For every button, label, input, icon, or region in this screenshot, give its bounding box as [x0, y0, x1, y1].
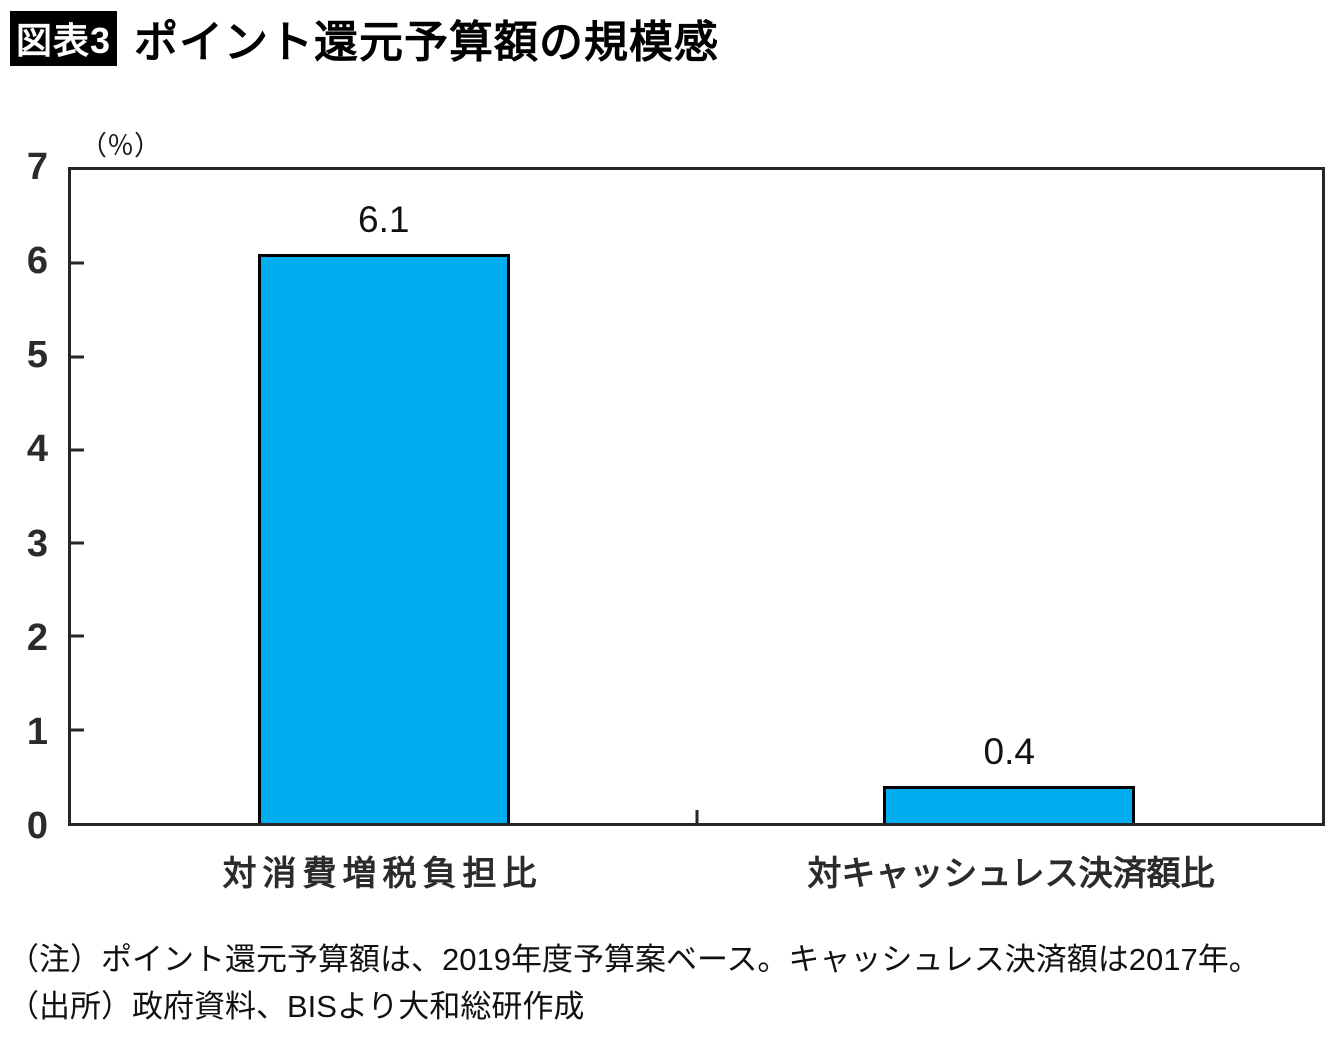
y-axis-tick-mark: [71, 261, 84, 265]
bar-value-label: 0.4: [983, 730, 1035, 772]
y-axis-labels: 0 1 2 3 4 5 6 7: [0, 148, 48, 845]
category-label-consumption-tax: 対消費増税負担比: [222, 855, 543, 893]
y-axis-tick-label: 7: [26, 146, 48, 188]
note-line: （注）ポイント還元予算額は、2019年度予算案ベース。キャッシュレス決済額は20…: [8, 942, 1260, 977]
plot-area: 6.1 0.4: [68, 167, 1325, 826]
y-axis-tick-mark: [71, 448, 84, 452]
y-axis-tick-mark: [71, 728, 84, 732]
y-axis-tick-label: 5: [26, 334, 48, 377]
page-title: ポイント還元予算額の規模感: [134, 18, 720, 67]
bar-value-label: 6.1: [358, 198, 410, 240]
y-axis-unit-label: （％）: [80, 131, 161, 161]
y-axis-tick-mark: [71, 541, 84, 545]
y-axis-tick-mark: [71, 355, 84, 359]
y-axis-tick-label: 0: [26, 805, 48, 847]
y-axis-tick-label: 2: [26, 616, 48, 659]
y-axis-tick-label: 3: [26, 522, 48, 565]
x-axis-mid-tick: [695, 810, 698, 823]
y-axis-tick-mark: [71, 634, 84, 638]
category-label-cashless: 対キャッシュレス決済額比: [807, 855, 1215, 893]
notes-block: （注）ポイント還元予算額は、2019年度予算案ベース。キャッシュレス決済額は20…: [8, 936, 1338, 1030]
bar-slot-cashless: 0.4: [697, 170, 1323, 823]
figure-number-badge: 図表3: [10, 10, 118, 66]
bar-consumption-tax-ratio: [257, 253, 510, 823]
bar-cashless-payment-ratio: [883, 785, 1136, 823]
source-line: （出所）政府資料、BISより大和総研作成: [8, 989, 585, 1024]
y-axis-tick-label: 4: [26, 428, 48, 471]
header: 図表3 ポイント還元予算額の規模感: [10, 8, 719, 68]
y-axis-tick-label: 6: [26, 240, 48, 283]
bar-slot-consumption-tax: 6.1: [71, 170, 697, 823]
y-axis-tick-label: 1: [26, 710, 48, 753]
